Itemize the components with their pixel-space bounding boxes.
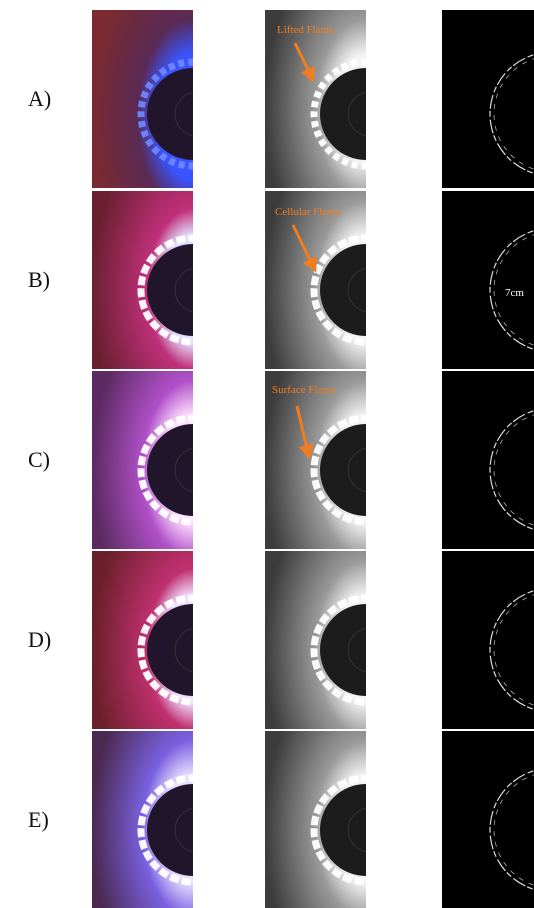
photo-panel xyxy=(92,371,245,549)
photo-panel xyxy=(265,10,418,188)
burner xyxy=(147,244,239,336)
row-label: C) xyxy=(28,447,50,472)
scale-label: 7cm xyxy=(505,287,524,299)
edge-bg xyxy=(442,371,534,549)
edge-bg xyxy=(442,731,534,908)
annotation: Cellular Flame xyxy=(275,206,341,218)
row-label: E) xyxy=(28,807,49,832)
photo-panel xyxy=(265,551,418,729)
burner xyxy=(147,68,239,160)
edge-bg xyxy=(442,191,534,369)
photo-panel xyxy=(92,191,245,369)
row-label: B) xyxy=(28,267,50,292)
burner xyxy=(320,784,412,876)
edge-bg xyxy=(442,551,534,729)
row-label: D) xyxy=(28,627,51,652)
photo-panel xyxy=(442,551,534,729)
photo-panel xyxy=(265,371,418,549)
figure: A) Lifted Flame B) Cellular Flame C) Surface … xyxy=(0,0,534,908)
burner xyxy=(320,604,412,696)
photo-panel xyxy=(92,10,245,188)
annotation: Lifted Flame xyxy=(277,24,334,36)
photo-panel xyxy=(92,731,245,908)
photo-panel xyxy=(442,10,534,188)
burner xyxy=(147,604,239,696)
burner xyxy=(147,784,239,876)
burner xyxy=(147,424,239,516)
burner xyxy=(320,244,412,336)
photo-panel xyxy=(92,551,245,729)
edge-bg xyxy=(442,10,534,188)
photo-panel xyxy=(442,191,534,369)
photo-panel xyxy=(442,371,534,549)
burner xyxy=(320,68,412,160)
row-label: A) xyxy=(28,86,51,111)
photo-panel xyxy=(265,731,418,908)
annotation: Surface Flame xyxy=(272,384,336,396)
burner xyxy=(320,424,412,516)
photo-panel xyxy=(442,731,534,908)
